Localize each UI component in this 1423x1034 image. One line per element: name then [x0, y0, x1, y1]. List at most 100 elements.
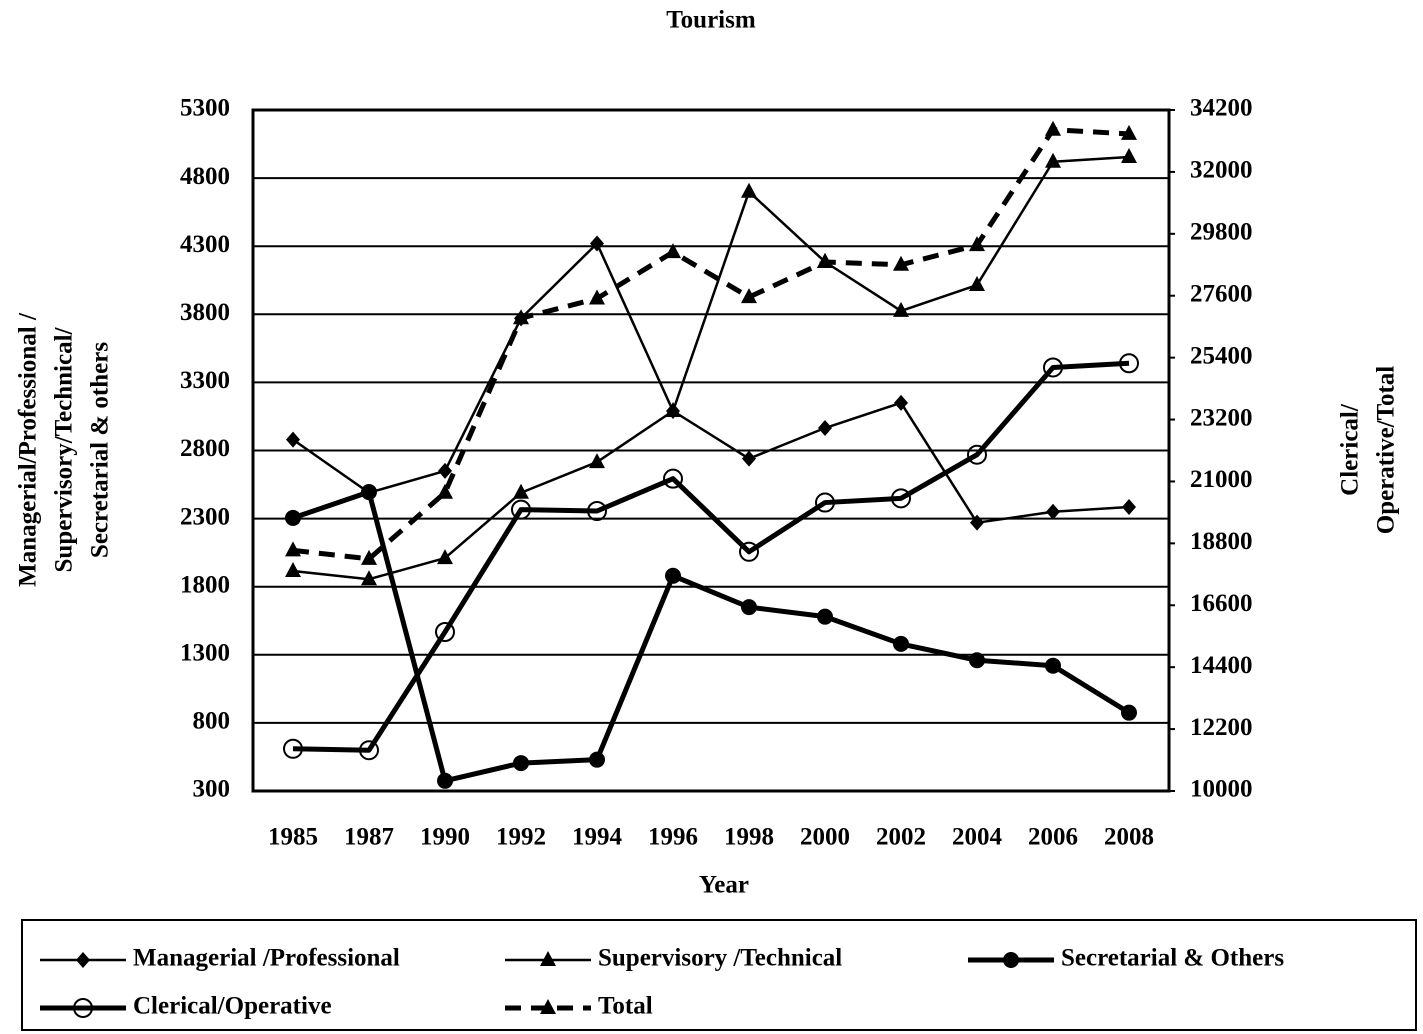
marker	[435, 622, 455, 643]
y2-tick-label: 29800	[1190, 219, 1253, 246]
marker	[285, 541, 301, 557]
marker	[663, 468, 683, 489]
x-tick-label: 1990	[420, 824, 470, 851]
legend-label: Supervisory /Technical	[598, 945, 842, 972]
marker	[76, 952, 90, 968]
marker	[891, 488, 911, 509]
marker	[587, 501, 607, 522]
marker	[361, 549, 377, 565]
y2-tick-label: 16600	[1190, 590, 1253, 617]
y2-tick-label: 23200	[1190, 404, 1253, 431]
marker	[969, 236, 985, 252]
marker	[513, 309, 529, 325]
y2-tick-label: 14400	[1190, 652, 1253, 679]
marker	[969, 276, 985, 292]
marker	[815, 492, 835, 513]
x-tick-label: 1987	[344, 824, 394, 851]
marker	[818, 420, 832, 437]
y-tick-label: 1800	[180, 571, 230, 598]
chart-title: Tourism	[666, 7, 756, 34]
marker	[665, 567, 681, 584]
y-tick-label: 2300	[180, 503, 230, 530]
y-tick-label: 3800	[180, 299, 230, 326]
x-tick-label: 1998	[724, 824, 774, 851]
legend-box	[21, 919, 1417, 1031]
marker	[1003, 952, 1019, 968]
y2-tick-label: 25400	[1190, 342, 1253, 369]
legend-label: Managerial /Professional	[133, 945, 400, 972]
marker	[361, 484, 377, 501]
marker	[741, 599, 757, 616]
marker	[969, 652, 985, 669]
y2-tick-label: 12200	[1190, 714, 1253, 741]
marker	[73, 998, 93, 1018]
marker	[285, 562, 301, 578]
marker	[511, 499, 531, 520]
y2-tick-label: 34200	[1190, 95, 1253, 122]
marker	[967, 444, 987, 465]
x-tick-label: 1985	[268, 824, 318, 851]
marker	[893, 255, 909, 271]
marker	[1046, 503, 1060, 520]
marker	[893, 635, 909, 652]
marker	[540, 951, 556, 966]
marker	[1043, 357, 1063, 378]
marker	[1119, 353, 1139, 374]
series-line	[292, 360, 1130, 753]
marker	[1121, 124, 1137, 140]
y2-axis-label: Operative/Total	[1373, 366, 1400, 535]
y-tick-label: 300	[193, 776, 231, 803]
marker	[741, 288, 757, 304]
marker	[970, 514, 984, 531]
y-tick-label: 5300	[180, 95, 230, 122]
marker	[1121, 147, 1137, 163]
marker	[589, 751, 605, 768]
marker	[893, 301, 909, 317]
plot-frame	[251, 108, 1171, 793]
legend-label: Total	[598, 993, 653, 1020]
y2-axis-label: Clerical/	[1337, 403, 1364, 496]
marker	[590, 235, 604, 252]
marker	[437, 772, 453, 789]
marker	[285, 509, 301, 526]
marker	[438, 462, 452, 479]
marker	[286, 431, 300, 448]
marker	[540, 999, 556, 1014]
legend-label: Secretarial & Others	[1061, 945, 1284, 972]
y-tick-label: 3300	[180, 367, 230, 394]
y-axis-label: Supervisory/Technical/	[51, 326, 78, 572]
marker	[361, 570, 377, 586]
marker	[589, 289, 605, 305]
y-tick-label: 1300	[180, 640, 230, 667]
marker	[665, 243, 681, 259]
series-line	[292, 155, 1130, 581]
marker	[741, 182, 757, 198]
x-tick-label: 2008	[1104, 824, 1154, 851]
marker	[665, 402, 681, 418]
y-tick-label: 2800	[180, 435, 230, 462]
marker	[513, 483, 529, 499]
marker	[1045, 152, 1061, 168]
legend-label: Clerical/Operative	[133, 993, 332, 1020]
y2-tick-label: 10000	[1190, 776, 1253, 803]
x-tick-label: 2004	[952, 824, 1003, 851]
marker	[513, 755, 529, 772]
y-tick-label: 800	[193, 708, 231, 735]
y-tick-label: 4300	[180, 231, 230, 258]
marker	[817, 252, 833, 268]
x-tick-label: 2006	[1028, 824, 1078, 851]
y-axis-label: Secretarial & others	[87, 342, 114, 558]
marker	[1122, 499, 1136, 516]
x-axis-label: Year	[699, 872, 749, 899]
y-tick-label: 4800	[180, 163, 230, 190]
series-line	[292, 242, 1130, 524]
marker	[1045, 120, 1061, 136]
y2-tick-label: 27600	[1190, 280, 1253, 307]
marker	[1121, 704, 1137, 721]
series-line	[292, 127, 1130, 562]
marker	[283, 738, 303, 759]
y2-tick-label: 32000	[1190, 157, 1253, 184]
marker	[739, 541, 759, 562]
marker	[437, 483, 453, 499]
